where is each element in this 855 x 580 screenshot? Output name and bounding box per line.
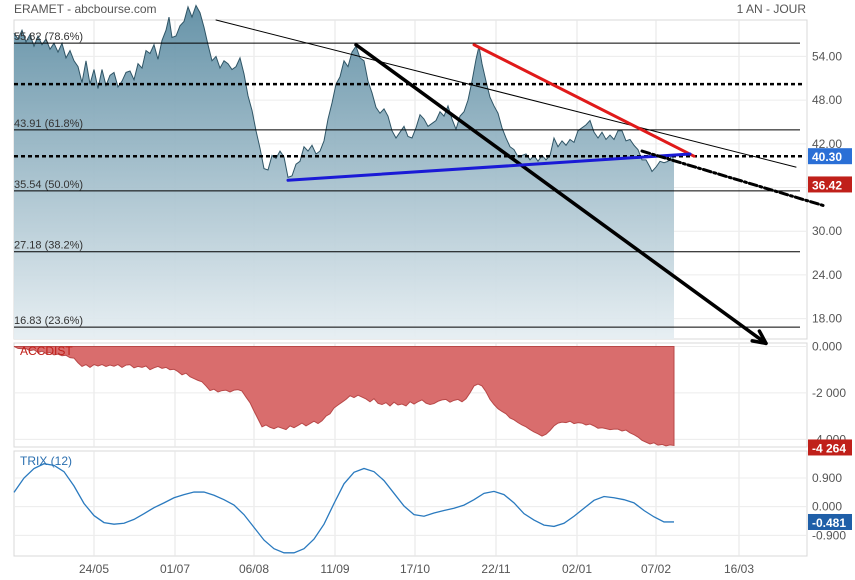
accdist-last-value-box	[808, 439, 852, 456]
x-axis: 24/05 01/07 06/08 11/09 17/10 22/11 02/01 07/02…	[79, 562, 754, 576]
trix-y-tick: 0.900	[812, 471, 842, 485]
accdist-area	[13, 345, 675, 447]
accdist-panel-frame	[13, 342, 808, 448]
trix-panel-frame	[13, 450, 808, 557]
fib-level-label: 43.91 (61.8%)	[14, 118, 83, 130]
period-label: 1 AN - JOUR	[737, 2, 807, 16]
trendline	[640, 149, 826, 208]
x-tick-label: 17/10	[400, 562, 430, 576]
trix-last-value-box	[808, 513, 852, 530]
fib-level-label: 35.54 (50.0%)	[14, 179, 83, 191]
x-tick-label: 02/01	[562, 562, 592, 576]
trix-y-tick: 0.000	[812, 500, 842, 514]
trendline	[354, 43, 768, 346]
last-price-label-box	[808, 148, 852, 165]
price-y-tick: 54.00	[812, 49, 842, 63]
projection-value-label-box	[808, 176, 852, 193]
x-tick-label: 22/11	[481, 562, 510, 576]
x-tick-label: 16/03	[724, 562, 754, 576]
price-y-tick: 18.00	[812, 312, 842, 326]
fib-level-label: 27.18 (38.2%)	[14, 240, 83, 252]
accdist-plot: 0.000-2 000-4 000-4 264	[13, 339, 852, 456]
accdist-y-tick: -2 000	[812, 386, 846, 400]
price-y-tick: 42.00	[812, 137, 842, 151]
trendline	[286, 152, 692, 182]
price-line	[13, 4, 675, 178]
trix-plot: 0.900 0.000 -0.900-0.481	[13, 463, 852, 554]
trendline	[472, 43, 696, 158]
last-price-label: 40.30	[812, 150, 842, 164]
x-tick-label: 24/05	[79, 562, 109, 576]
price-area	[14, 5, 674, 340]
accdist-title: ACCDIST	[20, 344, 73, 358]
price-plot: 54.0048.0042.0036.0030.0024.0018.0055.82…	[13, 4, 852, 346]
x-tick-label: 01/07	[160, 562, 190, 576]
x-tick-label: 06/08	[239, 562, 269, 576]
x-tick-label: 07/02	[641, 562, 671, 576]
x-tick-label: 11/09	[320, 562, 349, 576]
accdist-last-value: -4 264	[812, 441, 846, 455]
trix-title: TRIX (12)	[20, 454, 72, 468]
trix-y-tick: -0.900	[812, 528, 846, 542]
accdist-y-tick: 0.000	[812, 339, 842, 353]
arrow-head	[750, 329, 768, 346]
projection-value-label: 36.42	[812, 178, 842, 192]
price-y-tick: 30.00	[812, 224, 842, 238]
fib-level-label: 16.83 (23.6%)	[14, 315, 83, 327]
trix-line	[13, 463, 674, 554]
price-y-tick: 48.00	[812, 93, 842, 107]
price-y-tick: 24.00	[812, 268, 842, 282]
trix-last-value: -0.481	[812, 516, 846, 530]
trendline	[215, 19, 797, 168]
fib-level-label: 55.82 (78.6%)	[14, 31, 83, 43]
chart-title: ERAMET - abcbourse.com	[14, 2, 157, 16]
